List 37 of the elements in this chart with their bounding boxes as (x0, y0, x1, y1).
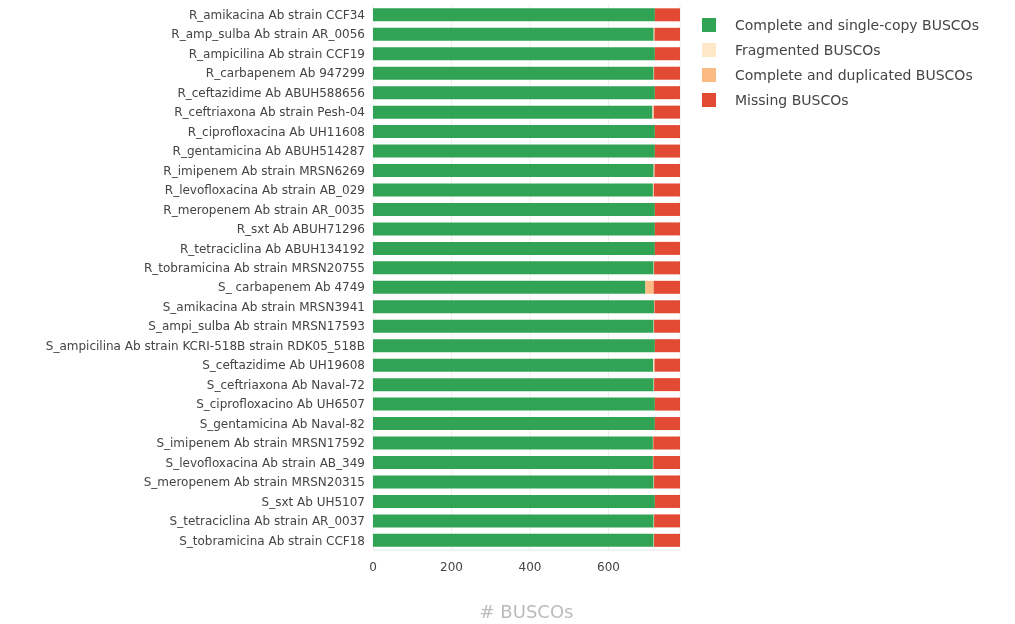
x-tick-label: 400 (518, 559, 542, 574)
y-tick-label: S_ carbapenem Ab 4749 (218, 280, 365, 295)
y-tick-label: S_ampi_sulba Ab strain MRSN17593 (148, 319, 365, 334)
x-tick-label: 0 (369, 559, 377, 574)
x-axis-title: # BUSCOs (479, 601, 574, 622)
legend-label: Fragmented BUSCOs (735, 41, 881, 58)
y-tick-label: S_levofloxacina Ab strain AB_349 (165, 455, 365, 470)
legend-label: Missing BUSCOs (735, 91, 849, 108)
y-tick-label: R_gentamicina Ab ABUH514287 (172, 144, 365, 159)
y-tick-label: R_imipenem Ab strain MRSN6269 (163, 163, 365, 178)
y-tick-label: S_imipenem Ab strain MRSN17592 (156, 436, 365, 451)
y-tick-label: R_ampicilina Ab strain CCF19 (188, 46, 365, 61)
y-tick-label: S_meropenem Ab strain MRSN20315 (143, 475, 365, 490)
y-tick-label: R_tetraciclina Ab ABUH134192 (179, 241, 365, 256)
y-tick-label: R_ciprofloxacina Ab UH11608 (187, 124, 365, 139)
y-tick-label: S_tetraciclina Ab strain AR_0037 (169, 514, 365, 529)
y-tick-label: R_amikacina Ab strain CCF34 (188, 7, 365, 22)
x-tick-label: 600 (597, 559, 620, 574)
y-tick-label: S_ciprofloxacino Ab UH6507 (196, 397, 365, 412)
y-tick-label: S_ceftazidime Ab UH19608 (202, 358, 365, 373)
y-tick-label: R_tobramicina Ab strain MRSN20755 (143, 261, 365, 276)
y-tick-label: R_levofloxacina Ab strain AB_029 (164, 183, 365, 198)
y-tick-label: R_meropenem Ab strain AR_0035 (163, 202, 365, 217)
y-tick-label: R_ceftriaxona Ab strain Pesh-04 (174, 105, 365, 120)
y-tick-label: R_amp_sulba Ab strain AR_0056 (171, 27, 365, 42)
y-tick-label: S_amikacina Ab strain MRSN3941 (162, 299, 365, 314)
y-tick-label: R_carbapenem Ab 947299 (205, 66, 365, 81)
y-tick-label: S_tobramicina Ab strain CCF18 (179, 533, 365, 548)
x-tick-label: 200 (440, 559, 463, 574)
y-tick-label: R_ceftazidime Ab ABUH588656 (177, 85, 365, 100)
y-tick-label: S_gentamicina Ab Naval-82 (199, 416, 365, 431)
y-tick-label: S_ceftriaxona Ab Naval-72 (206, 377, 365, 392)
y-tick-label: S_ampicilina Ab strain KCRI-518B strain RDK05_518B (45, 338, 365, 353)
legend-label: Complete and duplicated BUSCOs (735, 66, 973, 83)
legend-label: Complete and single-copy BUSCOs (735, 16, 979, 33)
y-tick-label: R_sxt Ab ABUH71296 (236, 222, 365, 237)
y-tick-label: S_sxt Ab UH5107 (261, 494, 365, 509)
